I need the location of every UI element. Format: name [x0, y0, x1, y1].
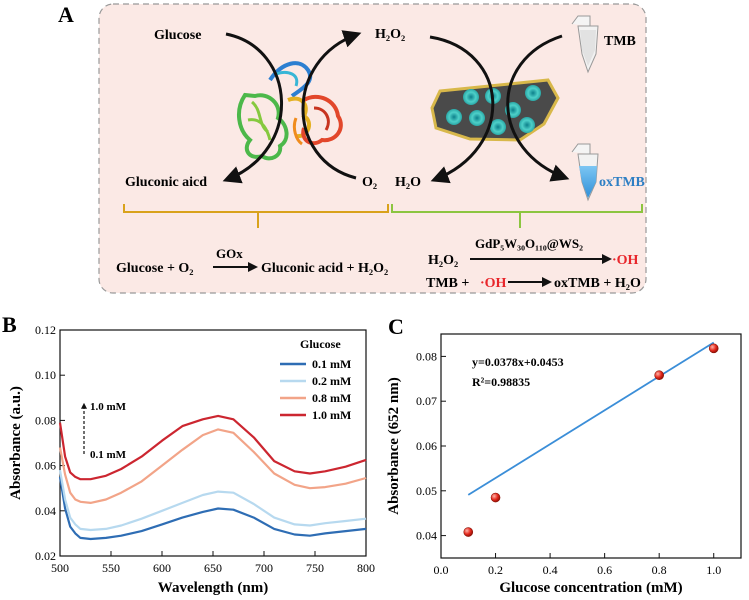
calibration-chart: 0.0 0.2 0.4 0.6 0.8 1.0 0.04 0.05 0.06 0.07 0.08 Gl… [386, 333, 742, 596]
fit-equation: y=0.0378x+0.0453 [472, 355, 564, 369]
series-line [58, 469, 367, 532]
x-tick-label: 550 [102, 561, 120, 575]
panel-a: A [58, 2, 647, 294]
o2-label: O₂ [362, 175, 377, 190]
y-tick-label: 0.10 [35, 368, 56, 382]
eq3-right: oxTMB + H₂O [554, 276, 641, 291]
data-point [708, 343, 719, 354]
y-tick-label: 0.08 [35, 413, 56, 427]
o2-to-h2o2-arrow [301, 30, 362, 180]
x-tick-label: 750 [306, 561, 324, 575]
x-tick-label: 0.8 [652, 563, 667, 577]
glucose-label: Glucose [154, 28, 201, 43]
y-tick-label: 0.05 [416, 484, 437, 498]
series-line [58, 428, 367, 504]
x-tick-label: 700 [255, 561, 273, 575]
series-line [58, 414, 367, 481]
y-tick-label: 0.08 [416, 349, 437, 363]
eq3-left-b: ·OH [480, 276, 507, 291]
nanosheet-icon [430, 78, 560, 142]
eq1-left: Glucose + O₂ [116, 261, 194, 276]
legend-label: 0.2 mM [312, 374, 351, 388]
x-tick-label: 0.2 [488, 563, 503, 577]
y-tick-label: 0.06 [416, 439, 437, 453]
annotation-bottom: 0.1 mM [90, 449, 127, 461]
eq1-right: Gluconic acid + H₂O₂ [261, 261, 388, 276]
oxtmb-label: oxTMB [599, 175, 645, 190]
y-tick-label: 0.04 [416, 529, 437, 543]
panel-b-label: B [2, 312, 17, 337]
x-tick-label: 0.6 [597, 563, 612, 577]
h2o-label: H₂O [395, 175, 421, 190]
legend-title: Glucose [300, 337, 341, 351]
eq2-catalyst: GdP₅W₃₀O₁₁₀@WS₂ [475, 236, 583, 251]
x-tick-label: 500 [51, 561, 69, 575]
gox-protein-icon [237, 61, 343, 161]
left-bracket [123, 204, 389, 228]
eq1-enzyme: GOx [216, 246, 243, 261]
legend-label: 1.0 mM [312, 408, 351, 422]
h2o2-to-h2o-arrow [429, 35, 495, 184]
legend-label: 0.1 mM [312, 357, 351, 371]
glucose-to-gluconic-arrow [222, 32, 283, 184]
panel-b: B 500 550 600 650 700 750 800 0.02 0.04 0.06 0.08 0… [2, 312, 375, 596]
annotation-top: 1.0 mM [90, 401, 127, 413]
y-tick-label: 0.02 [35, 549, 56, 563]
fit-r2: R²=0.98835 [472, 375, 530, 389]
absorbance-spectra-chart: 500 550 600 650 700 750 800 0.02 0.04 0.06 0.08 0.1… [8, 323, 375, 596]
legend-label: 0.8 mM [312, 391, 351, 405]
panel-c-label: C [388, 314, 404, 339]
y-tick-label: 0.12 [35, 323, 56, 337]
x-axis-title: Glucose concentration (mM) [499, 580, 682, 596]
y-tick-label: 0.07 [416, 394, 437, 408]
data-point [463, 527, 474, 537]
panel-a-frame [98, 3, 647, 294]
y-axis-title: Absorbance (a.u.) [8, 386, 24, 500]
x-tick-label: 600 [153, 561, 171, 575]
y-tick-label: 0.06 [35, 459, 56, 473]
x-tick-label: 0.0 [434, 563, 449, 577]
h2o2-label: H₂O₂ [375, 27, 405, 42]
panel-a-label: A [58, 2, 74, 27]
tmb-label: TMB [604, 34, 636, 49]
eq3-left-a: TMB + [426, 276, 469, 291]
eq2-left: H₂O₂ [428, 253, 458, 268]
data-point [490, 492, 501, 503]
y-tick-label: 0.04 [35, 504, 56, 518]
data-point [654, 370, 664, 381]
x-tick-label: 0.4 [543, 563, 558, 577]
x-tick-label: 650 [204, 561, 222, 575]
x-tick-label: 1.0 [706, 563, 721, 577]
x-tick-label: 800 [357, 561, 375, 575]
fit-line [467, 341, 715, 496]
gluconic-label: Gluconic aicd [125, 175, 207, 190]
x-axis-title: Wavelength (nm) [158, 580, 268, 596]
right-bracket [391, 204, 643, 228]
tmb-tube-icon [571, 15, 599, 74]
series-line [58, 476, 367, 541]
oxtmb-tube-icon [571, 143, 599, 202]
y-axis-title: Absorbance (652 nm) [386, 377, 402, 515]
panel-c: C 0.0 0.2 0.4 0.6 0.8 1.0 0.04 0.05 0.06 0.07 0.08… [386, 314, 742, 596]
tmb-to-oxtmb-arrow [506, 34, 570, 182]
eq2-right: ·OH [612, 253, 639, 268]
